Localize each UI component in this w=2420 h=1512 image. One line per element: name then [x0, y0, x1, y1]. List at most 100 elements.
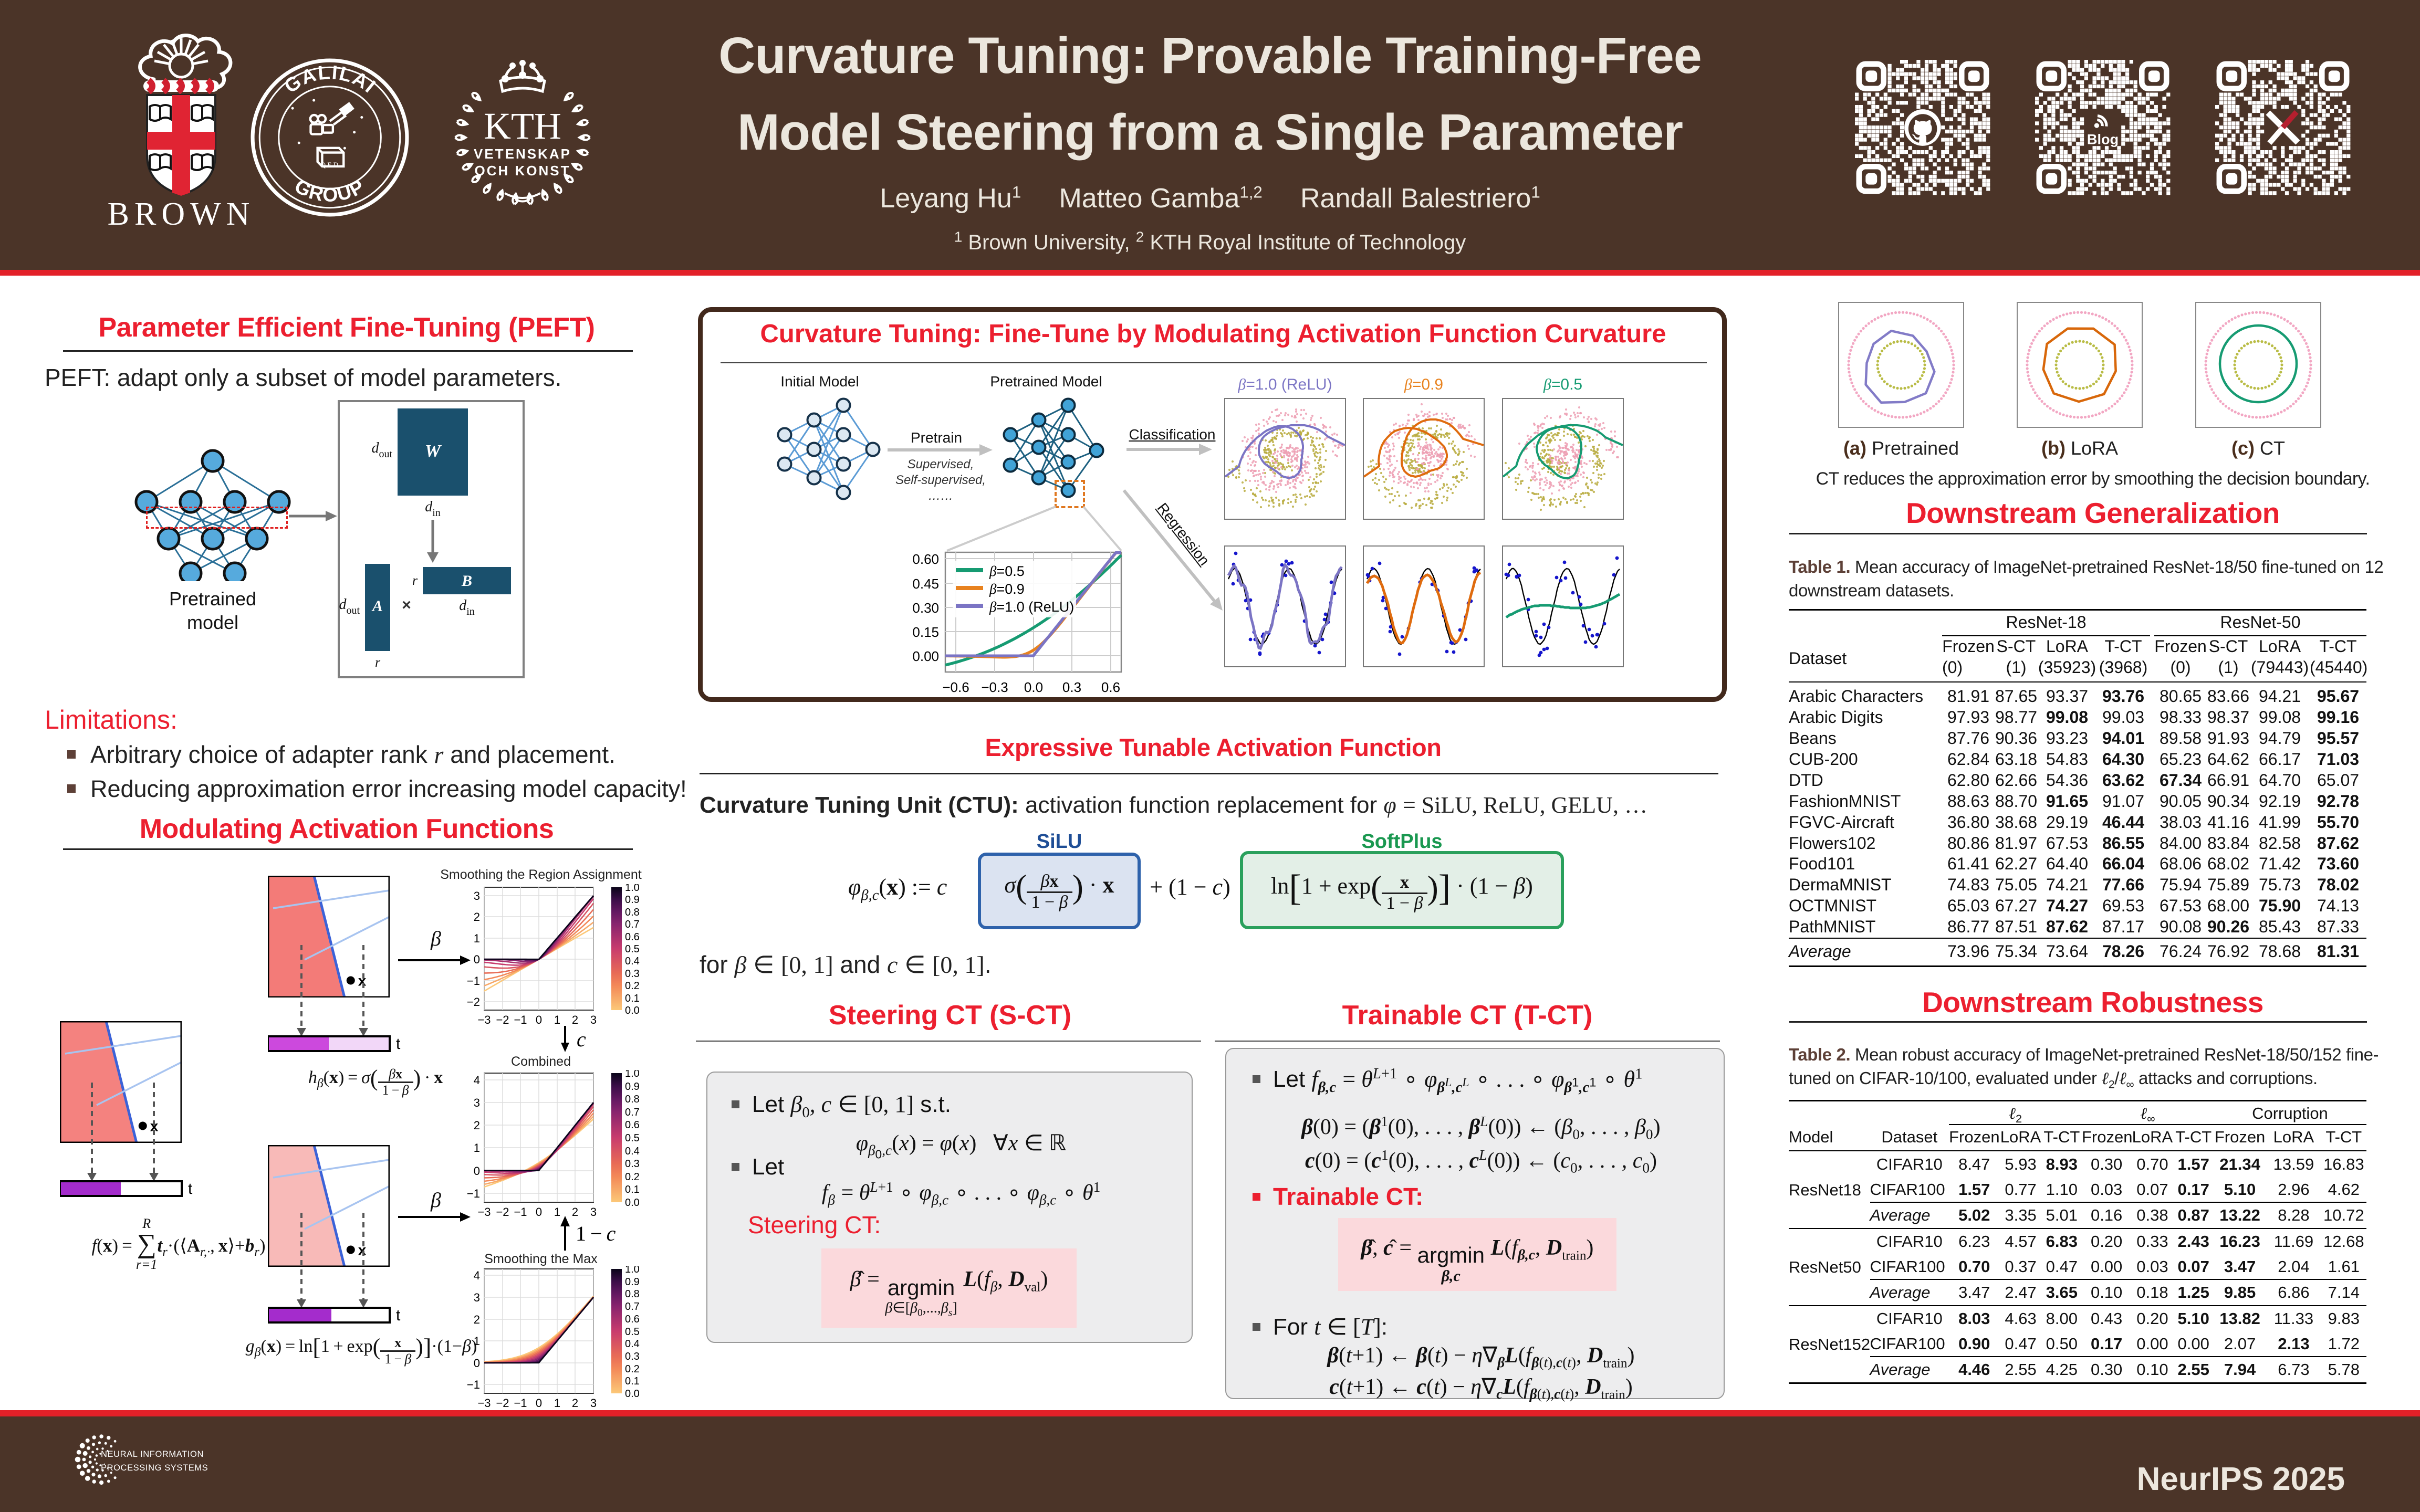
svg-text:GALILAI: GALILAI: [280, 61, 380, 98]
svg-text:Q.E.D.: Q.E.D.: [321, 161, 340, 169]
svg-text:x: x: [150, 1118, 159, 1135]
svg-text:−1: −1: [467, 1187, 480, 1200]
svg-text:0.45: 0.45: [912, 576, 939, 592]
svg-text:−1: −1: [514, 1205, 527, 1219]
svg-text:0.6: 0.6: [625, 1314, 640, 1325]
svg-text:0.7: 0.7: [625, 1107, 640, 1118]
svg-text:2: 2: [572, 1205, 578, 1219]
svg-text:3: 3: [474, 889, 480, 902]
svg-text:0.00: 0.00: [912, 648, 939, 664]
svg-text:0: 0: [536, 1013, 542, 1026]
svg-text:0.0: 0.0: [625, 1388, 640, 1400]
svg-text:t: t: [396, 1307, 401, 1324]
svg-text:0.5: 0.5: [625, 943, 640, 955]
svg-text:1: 1: [474, 932, 480, 945]
svg-text:0.8: 0.8: [625, 907, 640, 918]
svg-text:−1: −1: [467, 1378, 480, 1391]
svg-text:1.0: 1.0: [625, 1266, 640, 1275]
svg-text:−1: −1: [467, 974, 480, 988]
svg-text:−2: −2: [496, 1013, 509, 1026]
svg-text:2: 2: [572, 1396, 578, 1410]
svg-text:0.2: 0.2: [625, 1363, 640, 1375]
svg-text:0.1: 0.1: [625, 1376, 640, 1387]
svg-text:0.2: 0.2: [625, 980, 640, 992]
svg-text:2: 2: [474, 910, 480, 923]
svg-text:0.0: 0.0: [1024, 679, 1043, 695]
svg-text:0.9: 0.9: [625, 1081, 640, 1093]
svg-text:0.9: 0.9: [625, 894, 640, 906]
svg-text:2: 2: [474, 1119, 480, 1132]
svg-text:0.5: 0.5: [625, 1326, 640, 1338]
svg-text:0.1: 0.1: [625, 993, 640, 1004]
svg-text:0.5: 0.5: [625, 1132, 640, 1144]
svg-text:1.0: 1.0: [625, 884, 640, 894]
svg-text:0.30: 0.30: [912, 600, 939, 616]
svg-text:0.2: 0.2: [625, 1171, 640, 1183]
svg-text:A: A: [371, 597, 383, 615]
svg-text:0.4: 0.4: [625, 956, 640, 967]
svg-text:3: 3: [474, 1096, 480, 1109]
svg-text:t: t: [188, 1180, 193, 1198]
svg-text:β=0.9: β=0.9: [989, 581, 1025, 597]
svg-text:−3: −3: [477, 1396, 491, 1410]
svg-text:−0.3: −0.3: [981, 679, 1008, 695]
svg-text:−0.6: −0.6: [942, 679, 969, 695]
svg-text:−2: −2: [467, 995, 480, 1009]
svg-text:B: B: [461, 572, 472, 590]
svg-text:0.60: 0.60: [912, 551, 939, 567]
svg-text:0.3: 0.3: [625, 1351, 640, 1362]
svg-text:OCH KONST: OCH KONST: [475, 163, 571, 178]
svg-text:2: 2: [474, 1313, 480, 1326]
svg-text:0.3: 0.3: [625, 968, 640, 980]
svg-text:β=0.5: β=0.5: [989, 563, 1025, 579]
svg-text:1: 1: [474, 1141, 480, 1154]
svg-text:1: 1: [554, 1013, 560, 1026]
svg-text:0.3: 0.3: [1062, 679, 1081, 695]
svg-text:−2: −2: [496, 1396, 509, 1410]
svg-text:3: 3: [590, 1396, 597, 1410]
svg-text:0.0: 0.0: [625, 1197, 640, 1209]
svg-text:2: 2: [572, 1013, 578, 1026]
svg-text:Blog: Blog: [2087, 131, 2119, 148]
svg-text:3: 3: [590, 1013, 597, 1026]
svg-text:0.8: 0.8: [625, 1094, 640, 1105]
svg-text:0.4: 0.4: [625, 1146, 640, 1157]
svg-text:0.7: 0.7: [625, 1301, 640, 1312]
svg-text:4: 4: [474, 1269, 480, 1282]
svg-text:0: 0: [536, 1205, 542, 1219]
svg-text:4: 4: [474, 1074, 480, 1087]
svg-text:×: ×: [402, 596, 411, 614]
svg-text:0.1: 0.1: [625, 1184, 640, 1195]
svg-text:−2: −2: [496, 1205, 509, 1219]
svg-text:VETENSKAP: VETENSKAP: [474, 146, 571, 162]
svg-text:0.9: 0.9: [625, 1276, 640, 1288]
svg-text:0.8: 0.8: [625, 1288, 640, 1300]
svg-text:GROUP: GROUP: [291, 175, 368, 206]
svg-text:W: W: [425, 442, 442, 461]
svg-text:1: 1: [474, 1335, 480, 1348]
svg-text:0.15: 0.15: [912, 624, 939, 640]
svg-text:0.0: 0.0: [625, 1005, 640, 1016]
svg-text:r: r: [375, 655, 381, 670]
svg-text:0.6: 0.6: [625, 931, 640, 943]
svg-text:−1: −1: [514, 1013, 527, 1026]
svg-text:0: 0: [474, 1164, 480, 1178]
svg-text:−3: −3: [477, 1013, 491, 1026]
svg-text:0: 0: [474, 1357, 480, 1370]
svg-text:1: 1: [554, 1396, 560, 1410]
svg-text:3: 3: [590, 1205, 597, 1219]
svg-text:0.7: 0.7: [625, 919, 640, 930]
svg-text:0.6: 0.6: [1101, 679, 1120, 695]
svg-text:1.0: 1.0: [625, 1070, 640, 1079]
svg-text:0: 0: [536, 1396, 542, 1410]
svg-text:r: r: [412, 573, 418, 588]
svg-text:1: 1: [554, 1205, 560, 1219]
svg-text:β=1.0 (ReLU): β=1.0 (ReLU): [989, 599, 1074, 615]
svg-text:−1: −1: [514, 1396, 527, 1410]
svg-text:−3: −3: [477, 1205, 491, 1219]
svg-text:0.3: 0.3: [625, 1158, 640, 1170]
svg-text:t: t: [396, 1035, 401, 1053]
svg-text:0.6: 0.6: [625, 1119, 640, 1131]
svg-text:KTH: KTH: [484, 105, 561, 147]
svg-text:0.4: 0.4: [625, 1338, 640, 1350]
